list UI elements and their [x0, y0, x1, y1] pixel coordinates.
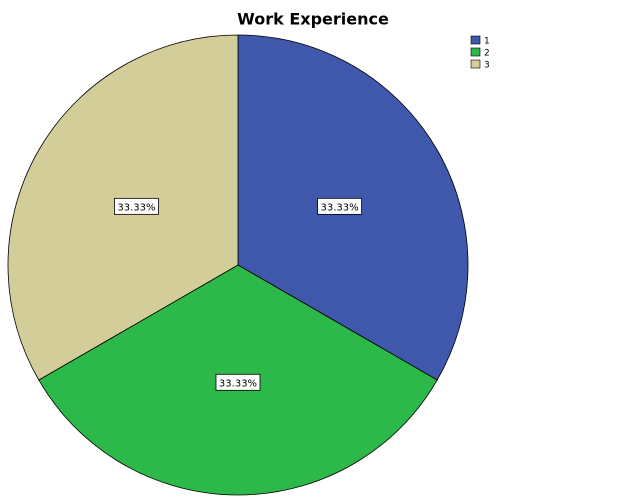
data-label-box: [114, 197, 159, 215]
legend-swatch: [470, 35, 481, 45]
legend-label: 2: [484, 49, 490, 59]
legend-label: 1: [484, 37, 490, 47]
data-label: 33.33%: [219, 378, 257, 389]
data-label: 33.33%: [321, 202, 359, 213]
legend-label: 3: [484, 61, 490, 71]
legend-swatch: [470, 47, 481, 57]
legend-swatch: [470, 59, 481, 69]
data-label-box: [317, 197, 362, 215]
chart-title: Work Experience: [237, 10, 389, 29]
data-label-box: [215, 373, 261, 391]
data-label: 33.33%: [117, 202, 155, 213]
